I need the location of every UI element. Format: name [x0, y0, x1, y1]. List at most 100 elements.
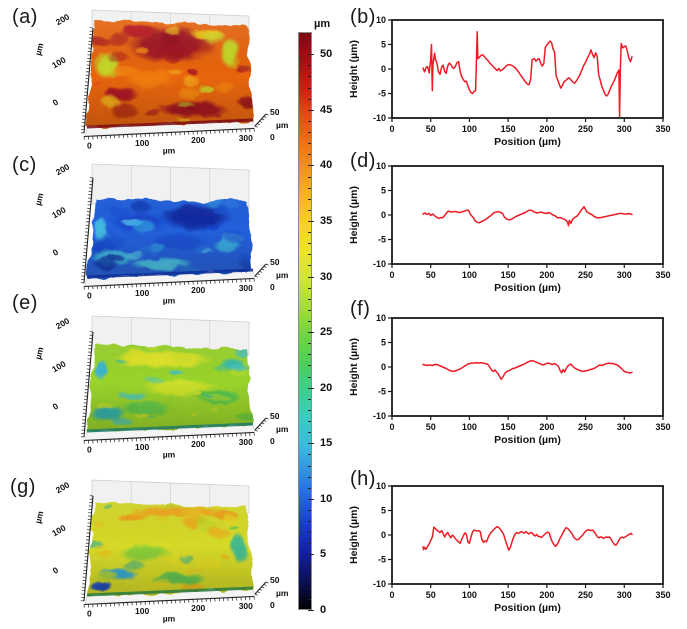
- svg-text:0: 0: [270, 132, 275, 142]
- svg-text:50: 50: [270, 107, 280, 117]
- svg-text:0: 0: [51, 97, 60, 108]
- svg-text:5: 5: [381, 338, 386, 348]
- svg-text:150: 150: [501, 422, 516, 432]
- colorbar-tick-label: 0: [320, 604, 327, 616]
- svg-text:200: 200: [539, 270, 554, 280]
- svg-text:100: 100: [135, 442, 149, 452]
- colorbar-tick: [308, 98, 311, 100]
- svg-text:Position (µm): Position (µm): [494, 434, 561, 446]
- svg-text:Position (µm): Position (µm): [494, 136, 561, 148]
- svg-text:µm: µm: [276, 588, 289, 598]
- svg-text:µm: µm: [163, 450, 176, 460]
- svg-text:0: 0: [389, 270, 394, 280]
- svg-text:Height (µm): Height (µm): [348, 40, 360, 98]
- panel-label-d: (d): [350, 150, 376, 172]
- svg-text:µm: µm: [163, 296, 176, 306]
- svg-text:350: 350: [655, 422, 670, 432]
- svg-text:5: 5: [381, 40, 386, 50]
- svg-text:µm: µm: [33, 42, 46, 57]
- colorbar-tick-label: 25: [320, 326, 333, 339]
- svg-text:300: 300: [239, 601, 253, 611]
- svg-text:-5: -5: [378, 387, 386, 397]
- colorbar-tick: [308, 521, 311, 523]
- colorbar-tick: [308, 321, 311, 322]
- colorbar-tick: [308, 398, 311, 400]
- panel-label-e: (e): [12, 292, 38, 314]
- svg-text:50: 50: [270, 257, 280, 267]
- svg-text:300: 300: [239, 133, 253, 143]
- svg-text:250: 250: [578, 124, 593, 134]
- colorbar-tick: [308, 76, 311, 78]
- colorbar-tick: [308, 409, 311, 411]
- surface-plot-a: 0 100 200 300 µm 0 100 200 µm 50 µm 0: [18, 2, 298, 158]
- svg-text:100: 100: [462, 590, 477, 600]
- svg-text:Height (µm): Height (µm): [348, 506, 360, 564]
- svg-text:Position (µm): Position (µm): [494, 602, 561, 614]
- svg-text:10: 10: [376, 313, 386, 323]
- svg-text:100: 100: [462, 422, 477, 432]
- svg-text:200: 200: [54, 315, 72, 331]
- svg-text:5: 5: [381, 186, 386, 196]
- svg-text:100: 100: [50, 204, 68, 220]
- svg-text:0: 0: [87, 140, 92, 150]
- svg-text:0: 0: [51, 565, 60, 576]
- svg-text:µm: µm: [163, 146, 176, 156]
- svg-text:µm: µm: [33, 192, 46, 207]
- svg-text:250: 250: [578, 270, 593, 280]
- colorbar-tick: [308, 209, 311, 211]
- colorbar-tick: [308, 565, 311, 567]
- svg-text:100: 100: [50, 522, 68, 538]
- svg-text:µm: µm: [276, 424, 289, 434]
- svg-text:100: 100: [462, 124, 477, 134]
- svg-text:200: 200: [191, 603, 205, 613]
- surface-plot-c: 0 100 200 300 µm 0 100 200 µm 50 µm 0: [18, 152, 298, 308]
- panel-label-b: (b): [350, 6, 376, 28]
- profile-chart-d: 0 50 100 150 200 250 300 350 10 5 0 -5 -10 Position (…: [345, 148, 687, 296]
- colorbar-tick: [308, 443, 314, 445]
- svg-text:0: 0: [87, 290, 92, 300]
- colorbar-tick: [308, 243, 311, 245]
- colorbar-tick: [308, 332, 314, 334]
- colorbar-tick: [308, 387, 314, 389]
- svg-text:100: 100: [50, 358, 68, 374]
- colorbar-tick-label: 20: [320, 381, 333, 394]
- panel-label-h: (h): [350, 468, 376, 490]
- colorbar-tick: [308, 198, 311, 200]
- svg-text:0: 0: [381, 530, 386, 540]
- colorbar-tick: [308, 376, 311, 378]
- svg-text:150: 150: [501, 124, 516, 134]
- colorbar-tick: [308, 154, 311, 156]
- svg-text:0: 0: [51, 401, 60, 412]
- colorbar-tick: [308, 554, 314, 556]
- svg-text:350: 350: [655, 590, 670, 600]
- svg-text:0: 0: [381, 362, 386, 372]
- svg-text:50: 50: [426, 270, 436, 280]
- colorbar-tick: [308, 598, 311, 600]
- profile-chart-f: 0 50 100 150 200 250 300 350 10 5 0 -5 -10 Position (…: [345, 300, 687, 448]
- svg-text:150: 150: [501, 270, 516, 280]
- colorbar-tick: [308, 54, 314, 56]
- svg-text:300: 300: [617, 590, 632, 600]
- svg-text:50: 50: [426, 590, 436, 600]
- svg-text:50: 50: [426, 422, 436, 432]
- colorbar-tick-label: 15: [320, 437, 333, 450]
- svg-text:0: 0: [381, 210, 386, 220]
- colorbar-tick: [308, 354, 311, 356]
- colorbar-tick: [308, 287, 311, 289]
- svg-text:100: 100: [135, 288, 149, 298]
- colorbar-tick: [308, 232, 311, 234]
- svg-text:0: 0: [87, 444, 92, 454]
- svg-text:-5: -5: [378, 89, 386, 99]
- colorbar-tick: [308, 165, 314, 167]
- svg-text:-10: -10: [373, 579, 386, 589]
- svg-text:350: 350: [655, 270, 670, 280]
- colorbar-tick: [308, 309, 311, 311]
- colorbar-tick-label: 40: [320, 159, 333, 172]
- svg-text:250: 250: [578, 422, 593, 432]
- colorbar-tick: [308, 143, 311, 145]
- svg-text:0: 0: [270, 600, 275, 610]
- colorbar-tick: [308, 498, 314, 500]
- svg-text:Height (µm): Height (µm): [348, 338, 360, 396]
- svg-text:100: 100: [135, 606, 149, 616]
- colorbar-tick: [308, 176, 311, 178]
